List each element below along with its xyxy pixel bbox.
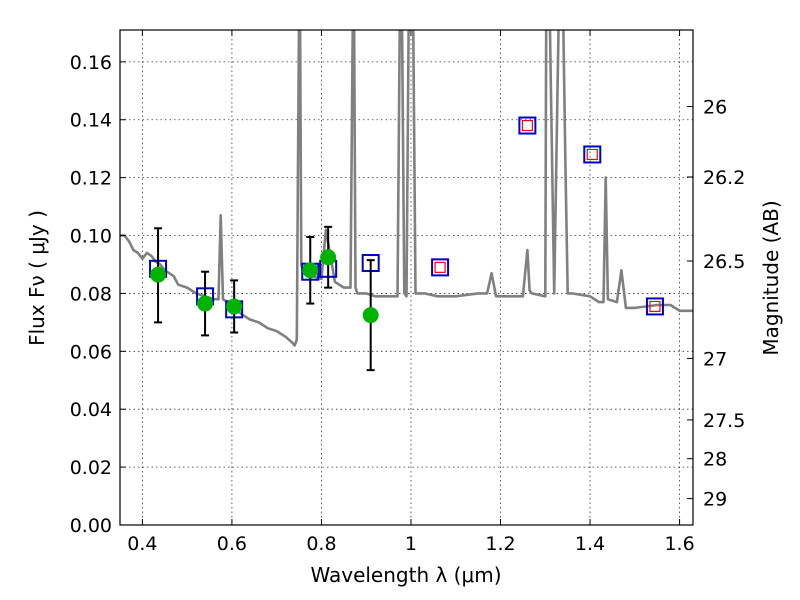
marker-layer <box>149 116 664 372</box>
x-tick-label: 1.4 <box>575 533 605 555</box>
right-tick-label: 29 <box>703 489 727 511</box>
predicted-flux-inner-box <box>434 261 446 273</box>
y-tick-label: 0.02 <box>70 457 112 479</box>
observed-flux-point <box>226 298 243 315</box>
right-tick-label: 26.2 <box>703 167 745 189</box>
y-tick-label: 0.16 <box>70 52 112 74</box>
predicted-flux-box <box>583 145 602 164</box>
y-tick-label: 0.04 <box>70 399 112 421</box>
observed-flux-point <box>197 295 214 312</box>
predicted-flux-inner-box <box>649 300 661 313</box>
y-tick-label: 0.06 <box>70 341 112 363</box>
x-tick-label: 0.8 <box>306 533 336 555</box>
right-tick-label: 27 <box>703 348 727 370</box>
observed-flux-point <box>362 307 379 324</box>
predicted-flux-inner-box <box>521 119 533 132</box>
y-tick-label: 0.12 <box>70 168 112 190</box>
right-tick-label: 27.5 <box>703 410 745 432</box>
x-tick-label: 0.6 <box>217 533 247 555</box>
x-tick-label: 1 <box>405 533 417 555</box>
x-axis-label: Wavelength λ (μm) <box>310 563 501 587</box>
y-tick-label: 0.10 <box>70 226 112 248</box>
axis-ticks: 0.4 0.6 0.8 1 1.2 1.4 1.6 0.00 0.02 0.04 0.06 0.08 0… <box>70 30 745 555</box>
right-tick-label: 26 <box>703 97 727 119</box>
observed-flux-point <box>320 249 337 266</box>
right-axis-label: Magnitude (AB) <box>759 200 783 355</box>
x-tick-label: 1.2 <box>485 533 515 555</box>
right-tick-label: 28 <box>703 449 727 471</box>
predicted-flux-box <box>645 297 664 316</box>
predicted-flux-box <box>431 258 450 277</box>
y-axis-label: Flux Fν ( μJy ) <box>25 210 49 346</box>
y-tick-label: 0.14 <box>70 110 112 132</box>
y-tick-label: 0.08 <box>70 283 112 305</box>
x-tick-label: 0.4 <box>127 533 157 555</box>
predicted-flux-inner-box <box>586 148 598 161</box>
x-tick-label: 1.6 <box>664 533 694 555</box>
grid <box>120 30 693 526</box>
observed-flux-point <box>150 266 167 283</box>
observed-flux-point <box>302 262 319 279</box>
plot-frame <box>119 29 694 526</box>
predicted-flux-box <box>518 116 537 135</box>
y-tick-label: 0.00 <box>70 515 112 537</box>
right-tick-label: 26.5 <box>703 251 745 273</box>
